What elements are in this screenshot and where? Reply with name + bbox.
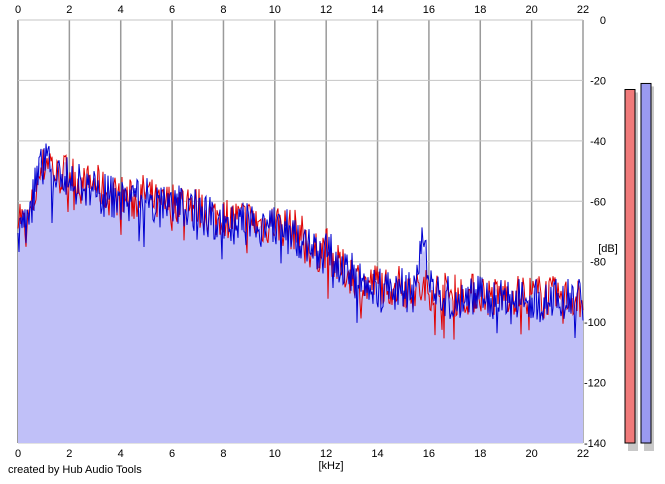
x-tick-label: 14 [371, 448, 383, 460]
x-tick-label: 12 [320, 4, 332, 16]
series-blue-line [17, 143, 584, 339]
level-meter-blue [640, 82, 652, 444]
x-tick-label: 8 [220, 448, 226, 460]
y-tick-label: -120 [584, 378, 606, 390]
x-tick-label: 20 [526, 448, 538, 460]
x-tick-label: 20 [526, 4, 538, 16]
y-tick-label: -100 [584, 317, 606, 329]
x-tick-label: 4 [118, 448, 124, 460]
x-tick-label: 4 [118, 4, 124, 16]
x-tick-label: 18 [474, 4, 486, 16]
x-tick-label: 14 [371, 4, 383, 16]
x-tick-label: 16 [423, 448, 435, 460]
x-tick-label: 22 [577, 448, 589, 460]
y-tick-label: -20 [590, 75, 606, 87]
x-tick-label: 6 [169, 4, 175, 16]
level-meter-red [624, 88, 636, 444]
y-tick-label: -80 [590, 257, 606, 269]
credit-text: created by Hub Audio Tools [8, 464, 142, 476]
y-tick-label: -40 [590, 136, 606, 148]
x-tick-label: 12 [320, 448, 332, 460]
y-tick-label: 0 [600, 15, 606, 27]
x-tick-label: 22 [577, 4, 589, 16]
x-tick-label: 0 [15, 448, 21, 460]
spectrum-area-fill [18, 149, 583, 443]
x-axis-label: [kHz] [318, 460, 343, 472]
y-axis-label: [dB] [598, 243, 618, 255]
tick-labels: 002244668810101212141416161818202022220-… [15, 4, 606, 460]
x-tick-label: 10 [269, 448, 281, 460]
x-tick-label: 10 [269, 4, 281, 16]
x-tick-label: 2 [66, 4, 72, 16]
y-tick-label: -140 [584, 438, 606, 450]
x-tick-label: 18 [474, 448, 486, 460]
level-meters [624, 82, 654, 451]
x-tick-label: 16 [423, 4, 435, 16]
x-tick-label: 0 [15, 4, 21, 16]
x-tick-label: 8 [220, 4, 226, 16]
x-tick-label: 2 [66, 448, 72, 460]
x-tick-label: 6 [169, 448, 175, 460]
y-tick-label: -60 [590, 196, 606, 208]
